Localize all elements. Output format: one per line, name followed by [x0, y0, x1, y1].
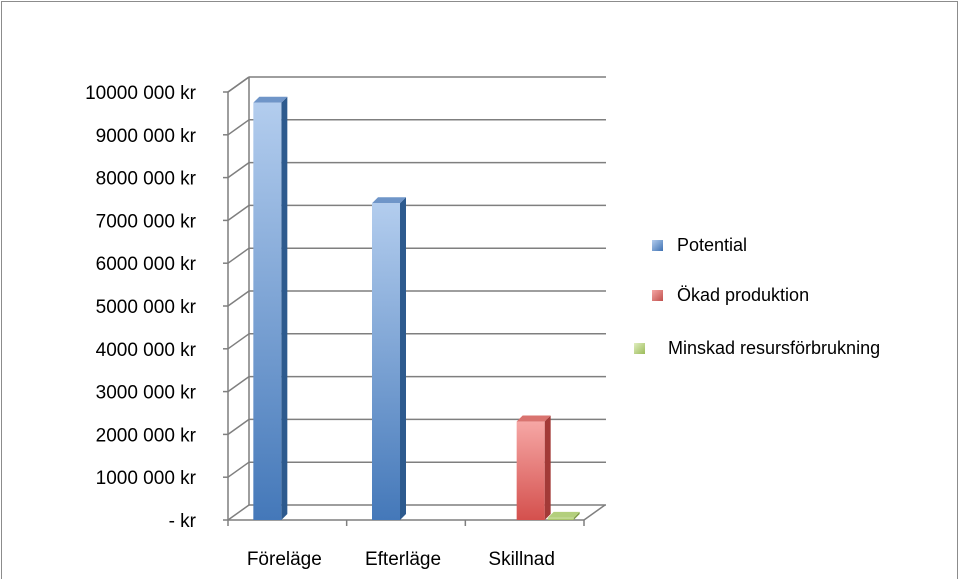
legend-item: Potential [652, 235, 747, 255]
bar-front [372, 203, 400, 520]
bar-ökad-produktion [516, 415, 551, 520]
legend: Potential Ökad produktion Minskad resursfö… [634, 235, 880, 358]
y-tick-label: 6000 000 kr [96, 254, 197, 275]
x-category-label: Skillnad [488, 549, 555, 570]
y-axis-ticks: - kr 1000 000 kr 2000 000 kr 3000 000 kr 400… [85, 83, 197, 532]
legend-swatch [634, 343, 645, 354]
bar-side [400, 197, 406, 520]
gridline-side [227, 418, 250, 436]
gridline-side [227, 375, 250, 393]
bar-top [372, 197, 406, 204]
legend-swatch [652, 290, 663, 301]
bar-side [544, 415, 551, 520]
legend-item: Minskad resursförbrukning [634, 338, 880, 358]
bar-minskad-resursförbrukning [547, 511, 580, 520]
bar-potential [253, 96, 288, 520]
x-axis-labels: Föreläge Efterläge Skillnad [247, 549, 555, 570]
y-tick-label: 5000 000 kr [96, 297, 197, 318]
y-tick-label: 7000 000 kr [96, 211, 197, 232]
floor-right-edge [583, 504, 606, 521]
legend-label: Ökad produktion [677, 285, 809, 305]
bar-front [516, 421, 545, 520]
bars [253, 96, 580, 520]
gridline-side [227, 504, 250, 521]
gridline-side [227, 204, 250, 222]
y-tick-label: 2000 000 kr [96, 425, 197, 446]
y-tick-label: 4000 000 kr [96, 340, 197, 361]
bar-top [253, 96, 288, 103]
gridline-side [227, 119, 250, 136]
bar-top [547, 511, 580, 518]
bar-front [547, 517, 574, 520]
y-tick-label: 8000 000 kr [96, 169, 197, 190]
bar-top [516, 415, 551, 422]
y-tick-label: - kr [169, 511, 197, 532]
bar-potential [372, 197, 406, 520]
legend-label: Minskad resursförbrukning [668, 338, 880, 358]
legend-swatch [652, 240, 663, 251]
gridline-side [227, 76, 250, 93]
gridline-side [227, 161, 250, 179]
bar-side [281, 96, 288, 520]
gridline-side [227, 461, 250, 478]
bar-side [573, 511, 580, 520]
x-category-label: Efterläge [365, 549, 441, 570]
y-tick-label: 10000 000 kr [85, 83, 197, 104]
y-tick-label: 9000 000 kr [96, 126, 197, 147]
legend-item: Ökad produktion [652, 285, 809, 305]
legend-label: Potential [677, 235, 747, 255]
y-tick-label: 1000 000 kr [96, 468, 197, 489]
gridline-side [227, 333, 250, 350]
bar-front [253, 102, 282, 520]
y-tick-label: 3000 000 kr [96, 383, 197, 404]
x-category-label: Föreläge [247, 549, 322, 570]
gridline-side [227, 290, 250, 307]
gridline-side [227, 247, 250, 264]
